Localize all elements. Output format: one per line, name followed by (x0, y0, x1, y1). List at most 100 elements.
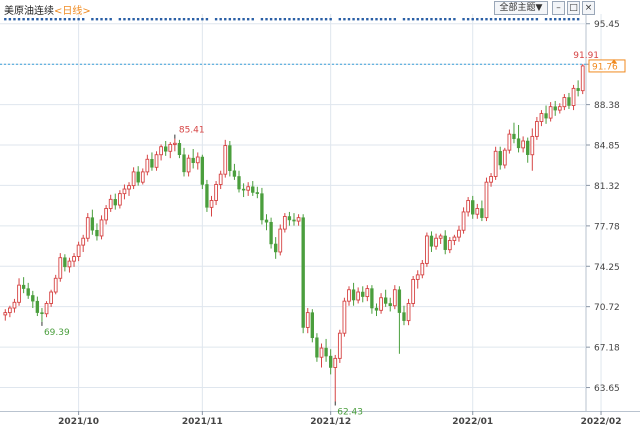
event-marker (72, 18, 76, 21)
event-marker (526, 18, 529, 21)
event-marker (178, 18, 181, 21)
event-marker (40, 18, 44, 21)
candle-body-down (150, 159, 154, 168)
y-axis: 95.4591.9188.3884.8581.3277.7874.2570.72… (586, 20, 626, 394)
event-marker (4, 18, 7, 21)
event-marker (45, 18, 48, 21)
event-marker (196, 18, 199, 21)
candle-body-up (49, 291, 53, 304)
candle-body-down (388, 303, 392, 306)
candle-body-down (35, 300, 40, 313)
event-marker (279, 18, 282, 21)
event-marker (430, 18, 433, 21)
candle-body-down (576, 88, 580, 91)
event-marker (77, 18, 80, 21)
candle-body-up (140, 171, 145, 183)
event-marker (466, 18, 470, 21)
candle-body-up (530, 135, 535, 156)
candle-body-down (255, 192, 260, 194)
event-marker (214, 18, 218, 21)
candle-body-up (379, 297, 383, 311)
y-tick-label: 63.65 (594, 384, 620, 394)
event-marker (187, 18, 190, 21)
event-marker (517, 18, 520, 21)
event-marker (54, 18, 57, 21)
y-tick-label: 95.45 (594, 20, 620, 30)
event-marker (384, 18, 387, 21)
candle-body-down (228, 145, 232, 171)
candle-body-up (145, 158, 150, 173)
event-marker (224, 18, 227, 21)
restore-button[interactable]: □ (567, 1, 580, 15)
event-marker (576, 18, 580, 21)
candle-body-up (159, 146, 163, 156)
event-marker (544, 18, 548, 21)
event-marker (499, 18, 502, 21)
event-marker (297, 18, 300, 21)
candle-body-up (466, 200, 471, 213)
candle-body-up (305, 312, 310, 328)
event-marker (476, 18, 479, 21)
candles-layer (3, 64, 585, 402)
annotation-high-label: 91.91 (573, 51, 599, 61)
candle-body-up (406, 303, 411, 322)
candle-body-up (557, 106, 562, 111)
candle-body-down (251, 186, 255, 193)
candle-body-down (361, 291, 365, 297)
event-marker (554, 18, 557, 21)
event-marker (563, 18, 566, 21)
event-marker (411, 18, 415, 21)
event-marker (485, 18, 488, 21)
event-marker (558, 18, 561, 21)
x-tick-label: 2021/12 (310, 417, 351, 427)
event-marker (572, 18, 575, 21)
candle-body-up (154, 154, 159, 168)
minimize-button[interactable]: – (552, 1, 565, 15)
candle-body-down (63, 257, 67, 268)
event-marker (352, 18, 355, 21)
event-marker (205, 18, 209, 21)
event-marker (343, 18, 346, 21)
event-marker (338, 18, 342, 21)
candle-body-up (72, 256, 76, 262)
event-marker (182, 18, 186, 21)
candle-body-down (429, 235, 434, 247)
event-marker (123, 18, 126, 21)
candle-body-up (535, 121, 539, 137)
candle-body-down (480, 208, 484, 218)
chart-header: 美原油连续<日线> (4, 2, 91, 17)
event-marker (379, 18, 383, 21)
candle-body-up (521, 140, 526, 149)
event-marker (274, 18, 277, 21)
event-marker (416, 18, 419, 21)
candle-body-down (553, 106, 557, 111)
candle-body-down (402, 312, 406, 321)
candle-body-down (269, 221, 273, 245)
event-marker (150, 18, 154, 21)
y-tick-label: 77.78 (594, 222, 620, 232)
event-marker (567, 18, 571, 21)
event-marker (361, 18, 364, 21)
candle-body-down (328, 355, 333, 368)
event-marker (22, 18, 25, 21)
candle-body-down (237, 176, 241, 190)
event-marker (531, 18, 534, 21)
candle-body-up (425, 235, 429, 264)
event-marker (512, 18, 516, 21)
event-marker (141, 18, 144, 21)
event-marker (201, 18, 204, 21)
candle-body-down (512, 133, 516, 139)
event-marker (370, 18, 374, 21)
candle-body-up (81, 237, 86, 246)
candle-body-up (447, 240, 452, 251)
candle-body-down (471, 200, 475, 215)
candle-body-up (507, 133, 512, 151)
event-marker (434, 18, 438, 21)
y-tick-label: 88.38 (594, 101, 620, 111)
candle-body-up (99, 219, 104, 237)
timeframe-label[interactable]: <日线> (54, 6, 91, 17)
y-tick-label: 84.85 (594, 141, 620, 151)
main-chart-select[interactable]: 全部主题▼ (494, 1, 548, 15)
close-button[interactable]: × (582, 1, 595, 15)
candle-body-down (26, 288, 30, 296)
